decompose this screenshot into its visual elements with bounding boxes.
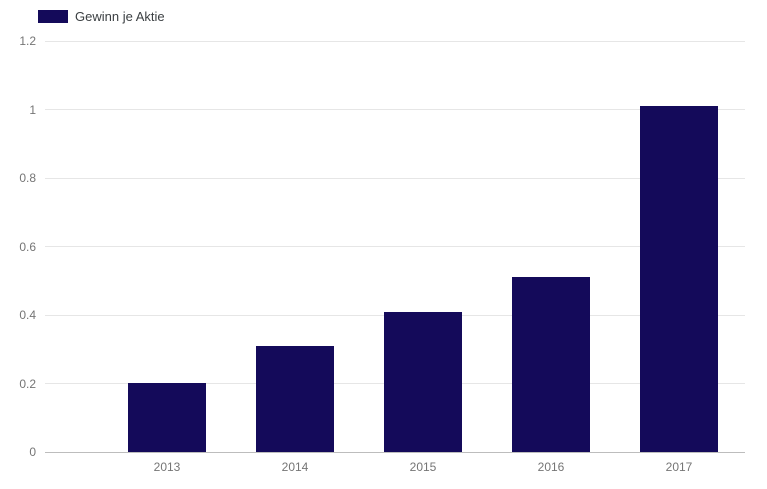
y-tick-label: 0.4 bbox=[19, 308, 36, 322]
x-axis-label-2014: 2014 bbox=[281, 460, 309, 474]
y-tick-label: 1 bbox=[29, 102, 36, 117]
x-axis-label-2015: 2015 bbox=[409, 460, 437, 474]
gridline bbox=[45, 177, 745, 179]
gridline bbox=[45, 109, 745, 110]
y-tick-label: 1.2 bbox=[19, 34, 36, 48]
y-tick-label: 0.6 bbox=[19, 239, 36, 254]
y-tick-label: 0.2 bbox=[19, 376, 36, 391]
legend-label: Gewinn je Aktie bbox=[75, 9, 165, 24]
legend: Gewinn je Aktie bbox=[38, 9, 165, 24]
bar-2016[interactable] bbox=[512, 277, 590, 452]
bar-2015[interactable] bbox=[384, 312, 462, 452]
y-tick-label: 0 bbox=[29, 445, 36, 459]
gridline bbox=[45, 246, 745, 247]
y-tick-label: 0.8 bbox=[19, 171, 36, 185]
bar-2013[interactable] bbox=[128, 383, 206, 452]
bar-2017[interactable] bbox=[640, 106, 718, 452]
bar-2014[interactable] bbox=[256, 346, 334, 452]
x-axis-label-2013: 2013 bbox=[153, 460, 181, 474]
gridline bbox=[45, 40, 745, 42]
legend-swatch bbox=[38, 10, 68, 23]
x-axis-label-2016: 2016 bbox=[537, 460, 565, 474]
x-axis-label-2017: 2017 bbox=[665, 460, 693, 474]
baseline bbox=[45, 451, 745, 453]
